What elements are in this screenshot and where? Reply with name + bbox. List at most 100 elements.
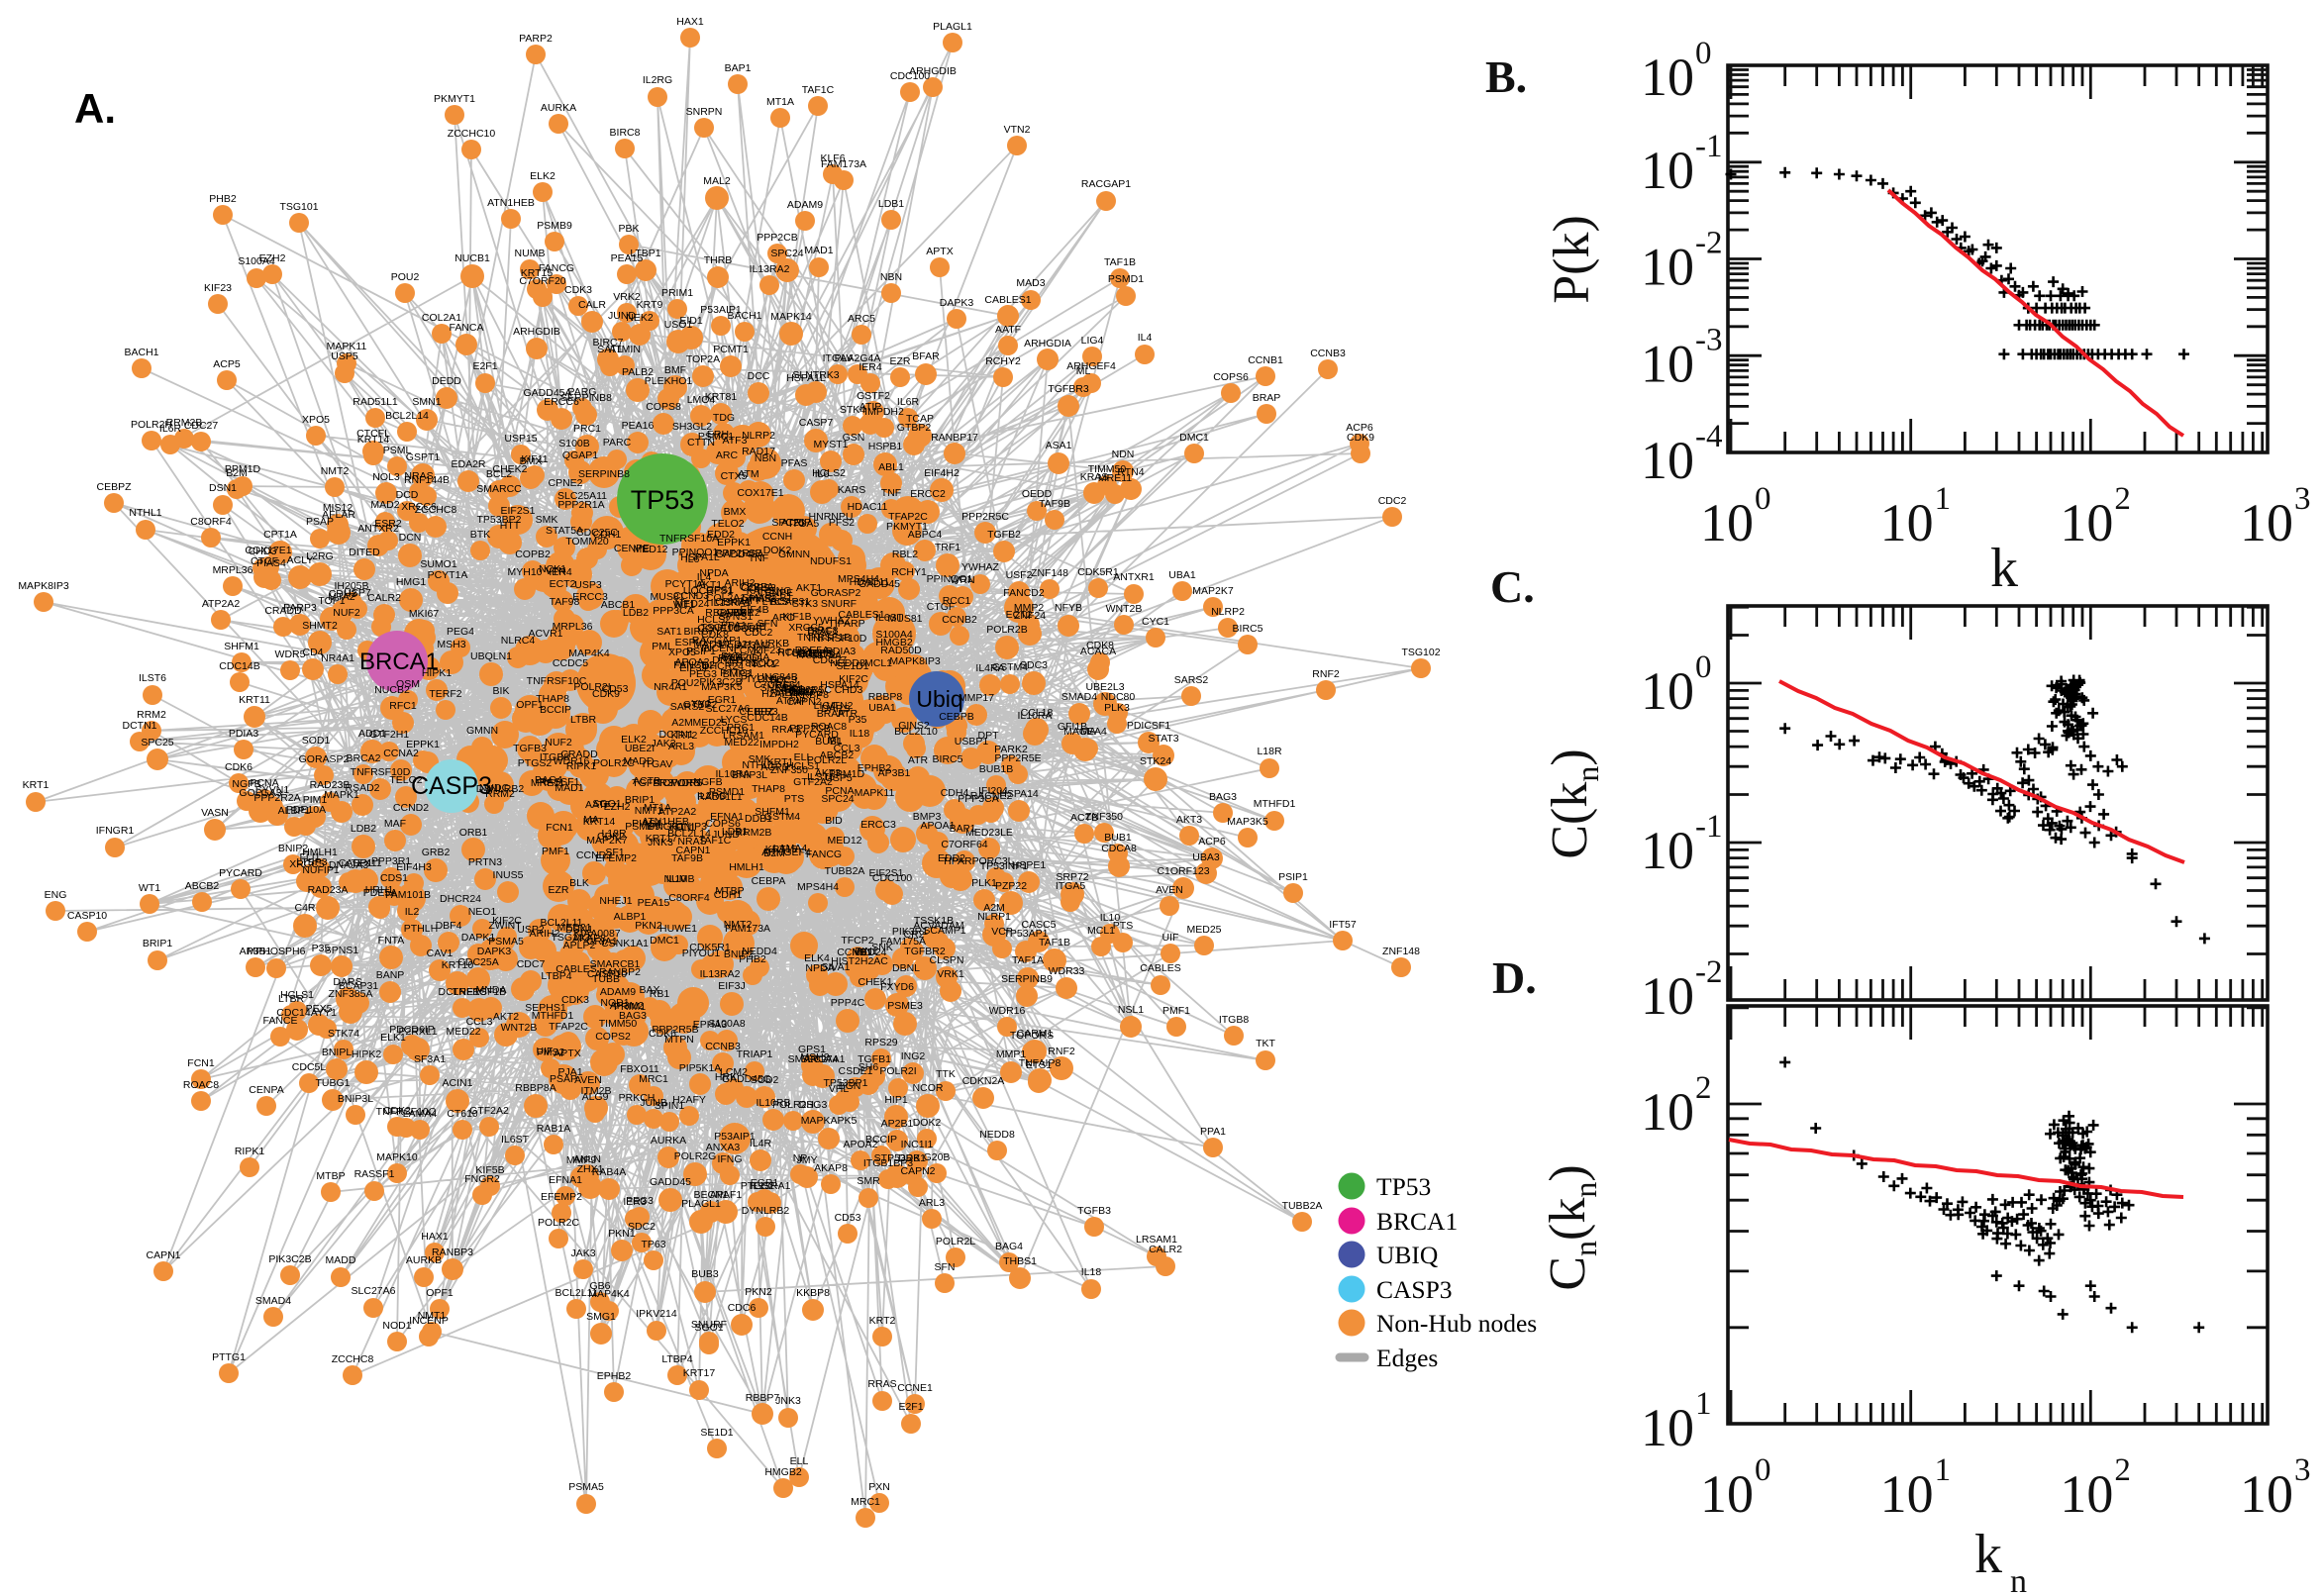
- svg-text:SMAD4: SMAD4: [255, 1295, 291, 1307]
- svg-text:CAPN1: CAPN1: [675, 845, 710, 856]
- svg-text:HSPB1: HSPB1: [868, 441, 903, 452]
- svg-text:LDB2: LDB2: [351, 823, 376, 835]
- svg-text:BRCA1: BRCA1: [359, 648, 439, 675]
- svg-text:IL10RB: IL10RB: [756, 1097, 790, 1109]
- svg-text:KRT81: KRT81: [705, 391, 738, 403]
- svg-text:ABCB1: ABCB1: [601, 599, 636, 611]
- svg-text:ABCB2: ABCB2: [185, 880, 220, 892]
- svg-text:CCNB1: CCNB1: [1248, 354, 1283, 366]
- svg-text:PPINQO1: PPINQO1: [927, 573, 973, 585]
- svg-text:MED23LE: MED23LE: [965, 827, 1013, 839]
- svg-text:APAF1: APAF1: [710, 1189, 743, 1201]
- svg-text:HTT: HTT: [500, 520, 521, 532]
- svg-text:CRADD: CRADD: [264, 605, 302, 617]
- svg-text:RBBP8A: RBBP8A: [515, 1082, 556, 1094]
- svg-text:IL10RA: IL10RA: [1017, 710, 1052, 722]
- svg-text:TRIAP1: TRIAP1: [737, 1048, 773, 1060]
- svg-text:KIF1B: KIF1B: [782, 611, 811, 623]
- svg-text:LDB1: LDB1: [878, 198, 904, 210]
- svg-text:BUB1: BUB1: [1104, 832, 1132, 844]
- svg-text:NLRC4: NLRC4: [501, 635, 536, 647]
- svg-text:E2F1: E2F1: [898, 1401, 923, 1413]
- svg-text:EIF3J: EIF3J: [718, 980, 745, 992]
- svg-text:CDCA8: CDCA8: [1101, 843, 1137, 854]
- svg-text:MIS12: MIS12: [323, 502, 354, 514]
- svg-text:DOK2: DOK2: [763, 545, 792, 556]
- svg-text:NR4A1: NR4A1: [321, 652, 354, 664]
- svg-text:ANXA3: ANXA3: [706, 1142, 741, 1153]
- svg-text:HIPK2: HIPK2: [352, 1048, 382, 1060]
- svg-text:SARS2: SARS2: [670, 701, 705, 713]
- svg-text:DCN: DCN: [399, 532, 422, 544]
- svg-text:IFNG: IFNG: [717, 1153, 742, 1165]
- svg-text:CEBPZ: CEBPZ: [96, 481, 132, 493]
- svg-text:DBF4: DBF4: [436, 920, 462, 932]
- svg-text:POLR2H: POLR2H: [131, 419, 172, 431]
- svg-text:ZNF350: ZNF350: [1085, 811, 1123, 823]
- svg-text:TUBB: TUBB: [592, 973, 620, 985]
- svg-text:SERPINB9: SERPINB9: [1001, 973, 1053, 985]
- svg-text:CASP1: CASP1: [339, 857, 373, 869]
- svg-text:C4R: C4R: [294, 902, 315, 914]
- svg-text:JAK3: JAK3: [570, 1247, 595, 1259]
- svg-text:C8ORF4: C8ORF4: [668, 892, 710, 904]
- svg-text:MAPK8IP3: MAPK8IP3: [889, 655, 941, 667]
- svg-text:EPHB2: EPHB2: [597, 1370, 632, 1382]
- svg-text:ATP2A2: ATP2A2: [658, 806, 696, 818]
- svg-text:DCD: DCD: [396, 489, 419, 501]
- svg-text:E2F1: E2F1: [472, 360, 497, 372]
- svg-text:PARC: PARC: [603, 437, 632, 449]
- svg-text:CTX5: CTX5: [721, 470, 748, 482]
- svg-text:MAPK8IP3: MAPK8IP3: [18, 580, 69, 592]
- svg-text:POLR2B: POLR2B: [986, 624, 1027, 636]
- svg-text:CHEK1: CHEK1: [858, 976, 892, 988]
- svg-text:BIK: BIK: [493, 685, 510, 697]
- svg-text:C.: C.: [1490, 561, 1535, 612]
- svg-text:SPNS1: SPNS1: [325, 945, 359, 956]
- svg-text:KRT17: KRT17: [683, 1367, 716, 1379]
- svg-text:EZH2: EZH2: [604, 801, 631, 813]
- svg-text:2: 2: [2114, 481, 2131, 517]
- svg-text:MCL1: MCL1: [1087, 925, 1115, 937]
- svg-text:NEO1: NEO1: [468, 906, 497, 918]
- svg-text:SMK: SMK: [536, 514, 558, 526]
- svg-text:IPKV214: IPKV214: [636, 1308, 677, 1320]
- svg-text:MAD1: MAD1: [804, 245, 833, 256]
- svg-text:CCNB3: CCNB3: [705, 1041, 741, 1052]
- svg-text:SFN: SFN: [935, 1261, 956, 1273]
- svg-text:BCL2L14: BCL2L14: [385, 410, 429, 422]
- svg-text:KRT1: KRT1: [23, 779, 50, 791]
- svg-text:POLR2I: POLR2I: [879, 1065, 916, 1077]
- svg-text:CCNB2: CCNB2: [942, 614, 977, 626]
- svg-text:COL2A1: COL2A1: [422, 312, 461, 324]
- svg-text:INC1I1: INC1I1: [901, 1139, 934, 1150]
- svg-text:COPB2: COPB2: [515, 549, 551, 560]
- svg-text:HAX1: HAX1: [676, 16, 704, 28]
- svg-text:PSME3: PSME3: [887, 1000, 923, 1012]
- svg-text:HCLS2: HCLS2: [812, 467, 846, 479]
- svg-text:CALR2: CALR2: [367, 592, 401, 604]
- svg-text:RANBP17: RANBP17: [931, 432, 978, 444]
- svg-text:ATRIP: ATRIP: [781, 517, 811, 529]
- svg-text:MAPK1: MAPK1: [324, 789, 359, 801]
- svg-text:PPP2CB: PPP2CB: [757, 232, 797, 244]
- svg-text:SLC27A6: SLC27A6: [352, 1285, 396, 1297]
- svg-text:UBE2I: UBE2I: [625, 743, 655, 754]
- svg-text:DYNLRB2: DYNLRB2: [742, 1205, 790, 1217]
- svg-text:STK3: STK3: [792, 598, 818, 610]
- svg-text:VRK1: VRK1: [937, 968, 964, 980]
- svg-text:BIRC7: BIRC7: [593, 337, 624, 349]
- svg-text:DAPK3: DAPK3: [940, 297, 974, 309]
- svg-text:ZCCHC10: ZCCHC10: [448, 128, 496, 140]
- svg-text:BMX: BMX: [520, 455, 543, 467]
- svg-text:LIG4: LIG4: [1081, 335, 1104, 347]
- svg-text:PTTG1: PTTG1: [720, 667, 754, 679]
- svg-text:SPC25: SPC25: [141, 737, 173, 748]
- svg-text:RAD23A: RAD23A: [308, 884, 349, 896]
- svg-text:WT1: WT1: [139, 882, 160, 894]
- svg-text:MAPKAPK5: MAPKAPK5: [801, 1115, 858, 1127]
- svg-text:MKI67: MKI67: [409, 608, 440, 620]
- svg-text:PSMA5: PSMA5: [568, 1481, 604, 1493]
- svg-text:SERPINB8: SERPINB8: [578, 468, 630, 480]
- svg-text:PPP3CA: PPP3CA: [653, 605, 693, 617]
